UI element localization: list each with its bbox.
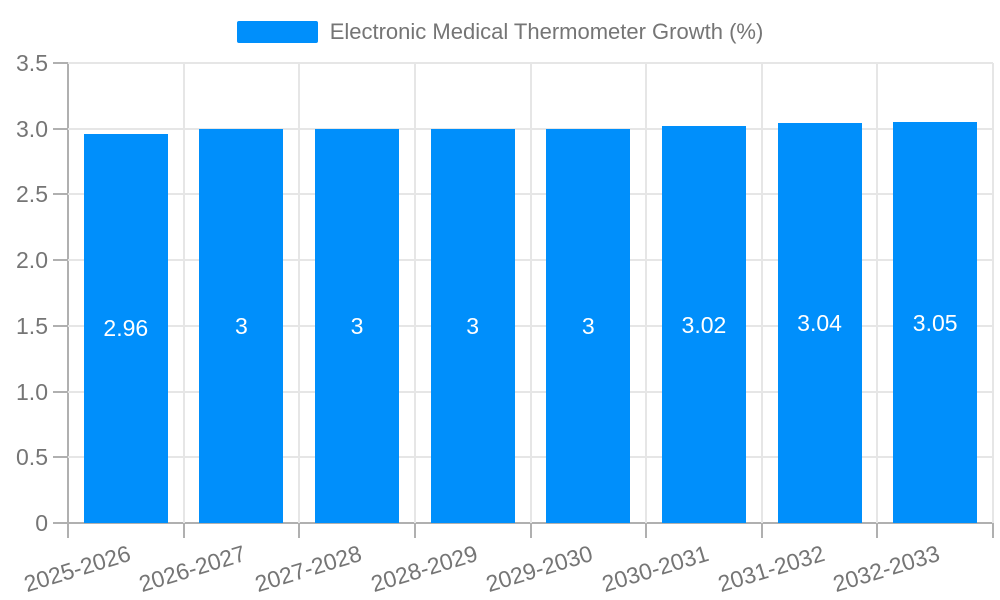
x-gridline bbox=[182, 63, 185, 523]
x-gridline bbox=[298, 63, 301, 523]
bar-value-label: 3 bbox=[350, 312, 364, 339]
y-axis-tick bbox=[53, 193, 68, 196]
x-axis-label: 2032-2033 bbox=[829, 540, 943, 598]
y-axis-label: 1.0 bbox=[16, 378, 48, 405]
x-axis-tick bbox=[529, 523, 532, 538]
x-axis-tick bbox=[876, 523, 879, 538]
y-axis-tick bbox=[53, 390, 68, 393]
y-axis-label: 2.0 bbox=[16, 247, 48, 274]
x-axis-label: 2025-2026 bbox=[20, 540, 134, 598]
y-axis-label: 3.0 bbox=[16, 115, 48, 142]
x-axis-tick bbox=[182, 523, 185, 538]
y-axis-label: 2.5 bbox=[16, 181, 48, 208]
bar[interactable] bbox=[83, 133, 168, 523]
bar-value-label: 2.96 bbox=[103, 315, 149, 342]
bar-value-label: 3 bbox=[581, 312, 595, 339]
y-axis-tick bbox=[53, 324, 68, 327]
x-axis-tick bbox=[413, 523, 416, 538]
bar-value-label: 3.05 bbox=[912, 309, 958, 336]
x-axis-tick bbox=[298, 523, 301, 538]
x-axis-label: 2026-2027 bbox=[136, 540, 250, 598]
x-axis-tick bbox=[760, 523, 763, 538]
y-axis-label: 0.5 bbox=[16, 444, 48, 471]
legend-label: Electronic Medical Thermometer Growth (%… bbox=[329, 19, 764, 44]
x-axis-tick bbox=[67, 523, 69, 538]
legend-swatch bbox=[236, 21, 318, 43]
y-axis-tick bbox=[53, 522, 68, 524]
y-axis-tick bbox=[53, 127, 68, 130]
bar[interactable] bbox=[777, 123, 862, 523]
x-axis-label: 2028-2029 bbox=[367, 540, 481, 598]
bar-value-label: 3.02 bbox=[681, 311, 727, 338]
bar[interactable] bbox=[199, 128, 284, 523]
y-axis-tick bbox=[53, 456, 68, 459]
x-gridline bbox=[645, 63, 648, 523]
x-axis-tick bbox=[992, 523, 994, 538]
y-axis-label: 3.5 bbox=[16, 50, 48, 76]
bar[interactable] bbox=[315, 128, 400, 523]
bar-value-label: 3.04 bbox=[797, 310, 842, 337]
bar-value-label: 3 bbox=[466, 312, 480, 339]
y-axis-label: 1.5 bbox=[16, 312, 48, 339]
x-gridline bbox=[529, 63, 532, 523]
bar[interactable] bbox=[893, 122, 978, 523]
x-gridline bbox=[413, 63, 416, 523]
bar[interactable] bbox=[661, 126, 746, 523]
legend-item[interactable]: Electronic Medical Thermometer Growth (%… bbox=[0, 17, 1000, 47]
x-axis-label: 2031-2032 bbox=[714, 540, 828, 598]
x-axis-label: 2030-2031 bbox=[598, 540, 712, 598]
y-axis-tick bbox=[53, 62, 68, 64]
bar-value-label: 3 bbox=[235, 312, 248, 339]
x-gridline bbox=[760, 63, 763, 523]
x-gridline bbox=[876, 63, 879, 523]
y-axis-tick bbox=[53, 259, 68, 262]
x-axis-label: 2027-2028 bbox=[251, 540, 365, 598]
bar[interactable] bbox=[546, 128, 631, 523]
y-axis-label: 0 bbox=[35, 510, 48, 536]
x-axis-label: 2029-2030 bbox=[483, 540, 596, 598]
bar[interactable] bbox=[430, 128, 515, 523]
x-gridline bbox=[992, 63, 994, 523]
y-axis-line bbox=[67, 63, 69, 523]
x-axis-tick bbox=[645, 523, 648, 538]
